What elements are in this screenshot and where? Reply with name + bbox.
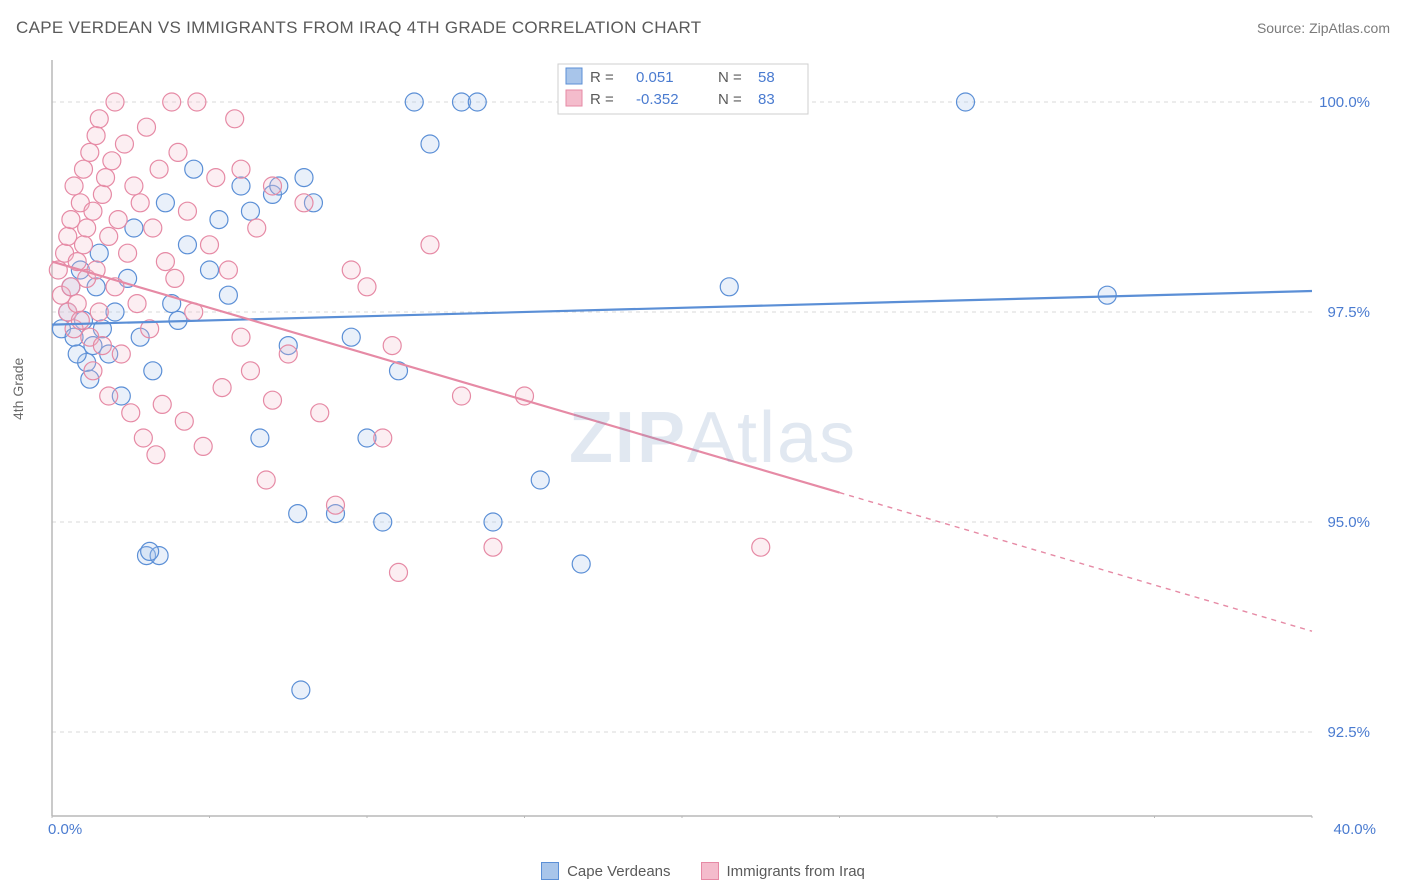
svg-text:R =: R =	[590, 69, 614, 86]
svg-text:R =: R =	[590, 91, 614, 108]
svg-text:-0.352: -0.352	[636, 91, 679, 108]
svg-text:97.5%: 97.5%	[1327, 304, 1370, 321]
bottom-legend: Cape Verdeans Immigrants from Iraq 0.0% …	[0, 862, 1406, 880]
x-axis-max-label: 40.0%	[1333, 821, 1376, 838]
legend-item-cape-verdeans: Cape Verdeans	[541, 862, 670, 880]
svg-text:95.0%: 95.0%	[1327, 514, 1370, 531]
chart-area: 92.5% 95.0% 97.5% 100.0% R = 0.051 N = 58 R = -0.…	[48, 58, 1378, 818]
legend-swatch-icon	[541, 862, 559, 880]
legend-item-immigrants-iraq: Immigrants from Iraq	[701, 862, 865, 880]
svg-text:100.0%: 100.0%	[1319, 94, 1370, 111]
legend-label: Cape Verdeans	[567, 863, 670, 880]
svg-text:92.5%: 92.5%	[1327, 724, 1370, 741]
y-axis-label: 4th Grade	[10, 358, 26, 420]
svg-text:N =: N =	[718, 69, 742, 86]
x-axis-min-label: 0.0%	[48, 821, 82, 838]
svg-text:N =: N =	[718, 91, 742, 108]
svg-text:83: 83	[758, 91, 775, 108]
svg-text:0.051: 0.051	[636, 69, 674, 86]
scatter-chart: 92.5% 95.0% 97.5% 100.0% R = 0.051 N = 58 R = -0.…	[48, 58, 1378, 818]
chart-header: CAPE VERDEAN VS IMMIGRANTS FROM IRAQ 4TH…	[16, 18, 1390, 38]
legend-label: Immigrants from Iraq	[727, 863, 865, 880]
chart-source: Source: ZipAtlas.com	[1257, 20, 1390, 36]
legend-swatch-icon	[701, 862, 719, 880]
chart-title: CAPE VERDEAN VS IMMIGRANTS FROM IRAQ 4TH…	[16, 18, 701, 38]
svg-text:58: 58	[758, 69, 775, 86]
